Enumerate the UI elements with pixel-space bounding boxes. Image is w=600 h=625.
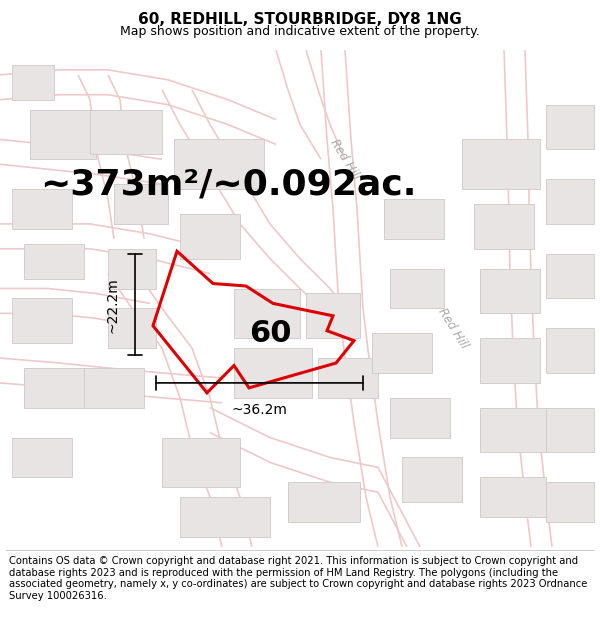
Text: ~22.2m: ~22.2m [106, 277, 120, 332]
Text: ~36.2m: ~36.2m [232, 402, 287, 417]
Polygon shape [402, 458, 462, 502]
Polygon shape [462, 139, 540, 189]
Polygon shape [480, 408, 546, 452]
Polygon shape [24, 244, 84, 279]
Polygon shape [108, 249, 156, 289]
Polygon shape [234, 289, 300, 338]
Polygon shape [24, 368, 84, 408]
Polygon shape [114, 184, 168, 224]
Polygon shape [546, 104, 594, 149]
Polygon shape [30, 109, 96, 159]
Polygon shape [546, 179, 594, 224]
Polygon shape [480, 338, 540, 383]
Polygon shape [288, 482, 360, 522]
Polygon shape [318, 358, 378, 398]
Polygon shape [180, 498, 270, 537]
Polygon shape [480, 478, 546, 517]
Polygon shape [90, 109, 162, 154]
Polygon shape [84, 368, 144, 408]
Polygon shape [162, 438, 240, 488]
Polygon shape [12, 189, 72, 229]
Polygon shape [174, 139, 264, 189]
Text: ~373m²/~0.092ac.: ~373m²/~0.092ac. [40, 167, 416, 201]
Polygon shape [12, 65, 54, 99]
Polygon shape [480, 269, 540, 313]
Polygon shape [12, 438, 72, 478]
Polygon shape [546, 328, 594, 373]
Text: Red Hill: Red Hill [436, 306, 470, 351]
Polygon shape [474, 204, 534, 249]
Polygon shape [384, 199, 444, 239]
Polygon shape [390, 398, 450, 437]
Polygon shape [180, 214, 240, 259]
Polygon shape [546, 408, 594, 452]
Text: Red Hill: Red Hill [328, 137, 362, 182]
Text: 60: 60 [249, 319, 292, 348]
Text: Map shows position and indicative extent of the property.: Map shows position and indicative extent… [120, 24, 480, 38]
Polygon shape [372, 333, 432, 373]
Text: Contains OS data © Crown copyright and database right 2021. This information is : Contains OS data © Crown copyright and d… [9, 556, 587, 601]
Polygon shape [234, 348, 312, 398]
Polygon shape [306, 294, 360, 338]
Text: 60, REDHILL, STOURBRIDGE, DY8 1NG: 60, REDHILL, STOURBRIDGE, DY8 1NG [138, 12, 462, 28]
Polygon shape [12, 298, 72, 343]
Polygon shape [546, 482, 594, 522]
Polygon shape [108, 308, 156, 348]
Polygon shape [390, 269, 444, 308]
Polygon shape [546, 254, 594, 298]
